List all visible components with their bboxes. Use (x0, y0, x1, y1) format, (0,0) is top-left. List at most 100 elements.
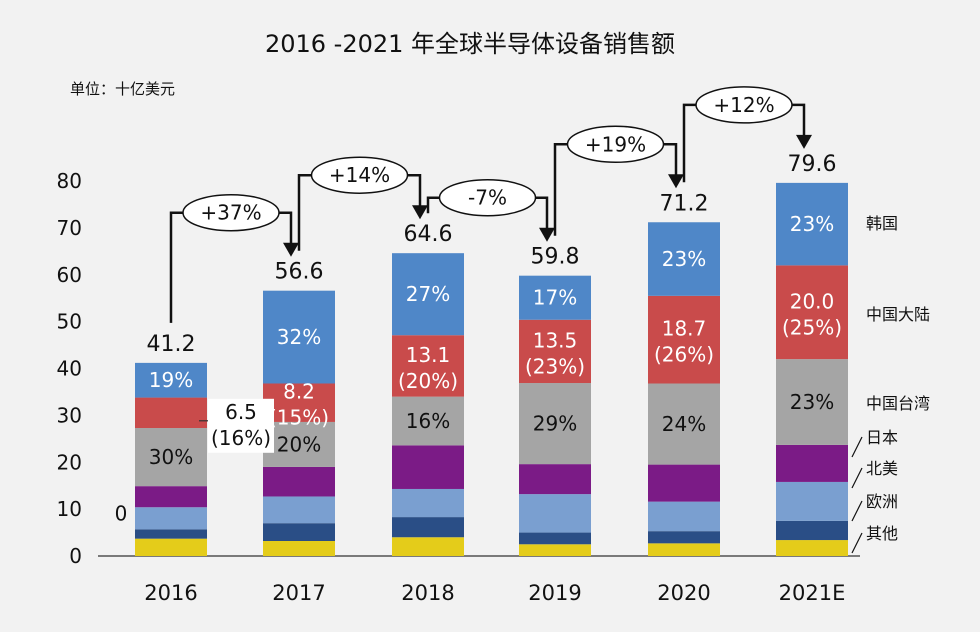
bar-segment (648, 222, 720, 296)
legend-item: 中国台湾 (866, 394, 930, 413)
data-label: 32% (277, 325, 321, 349)
growth-label: +12% (713, 93, 774, 117)
data-label: 8.2 (283, 380, 315, 404)
data-label: 29% (533, 412, 577, 436)
bar-segment (519, 532, 591, 545)
data-label: 17% (533, 286, 577, 310)
data-label: 24% (662, 412, 706, 436)
x-tick-label: 2020 (657, 581, 710, 605)
bar-segment (263, 541, 335, 556)
data-label: (20%) (398, 369, 458, 393)
legend-item: 北美 (866, 459, 898, 478)
growth-badge (566, 125, 665, 163)
bar-segment (776, 444, 848, 482)
bar-segment (135, 529, 207, 539)
x-tick-label: 2017 (272, 581, 325, 605)
bar-segment (519, 494, 591, 533)
bar-segment (135, 538, 207, 556)
data-label: 23% (790, 390, 834, 414)
y-tick-label: 60 (57, 263, 82, 287)
data-label: 23% (662, 247, 706, 271)
growth-arrowhead (539, 227, 555, 242)
data-label: (23%) (525, 354, 585, 378)
growth-arrowhead (283, 242, 299, 257)
growth-arrows: +37% +14% -7% +19% +12% (169, 86, 812, 323)
y-tick-label: 70 (57, 216, 82, 240)
bars (135, 182, 848, 556)
side-value-label: 0 (115, 502, 128, 526)
bar-segment (392, 537, 464, 556)
legend-leader (851, 500, 863, 522)
legend-leader (851, 436, 863, 458)
bar-segment (135, 507, 207, 530)
growth-label: +19% (585, 132, 646, 156)
total-label: 56.6 (275, 260, 324, 285)
bar-segment (648, 531, 720, 544)
bar-segment (519, 319, 591, 384)
growth-badge (182, 193, 280, 232)
bar-segment (648, 501, 720, 532)
x-axis: 2016 2017 2018 2019 2020 2021E (144, 581, 845, 605)
bar-segment (392, 517, 464, 538)
data-label: 19% (149, 368, 193, 392)
bar-segment (135, 486, 207, 508)
growth-label: -7% (468, 186, 507, 210)
callout-share: (16%) (211, 426, 271, 450)
data-label: 30% (149, 445, 193, 469)
growth-badge (695, 86, 793, 124)
total-label: 71.2 (660, 191, 709, 216)
data-label: 23% (790, 212, 834, 236)
data-label: 27% (406, 282, 450, 306)
y-tick-label: 10 (57, 497, 82, 521)
total-label: 59.8 (531, 245, 580, 270)
total-labels: 41.2 56.6 64.6 59.8 71.2 79.6 (147, 152, 837, 357)
x-tick-label: 2018 (401, 581, 454, 605)
bar-segment (263, 523, 335, 541)
y-tick-label: 50 (57, 310, 82, 334)
data-label: 13.5 (533, 328, 578, 352)
unit-label: 单位：十亿美元 (70, 80, 175, 98)
bar-segment (519, 544, 591, 556)
bar-segment (263, 466, 335, 497)
y-tick-label: 40 (57, 357, 82, 381)
bar-segment (519, 464, 591, 495)
bar-segment (519, 275, 591, 320)
bar-segment (648, 464, 720, 502)
bar-segment (263, 496, 335, 524)
total-label: 79.6 (788, 152, 837, 177)
bar-segment (135, 428, 207, 487)
data-label: 20% (277, 432, 321, 456)
bar-segment (263, 290, 335, 384)
bar-segment (648, 383, 720, 465)
x-tick-label: 2016 (144, 581, 197, 605)
legend-item: 欧洲 (866, 492, 898, 511)
bar-segment (135, 362, 207, 398)
bar-segment (648, 295, 720, 384)
chart-title: 2016 -2021 年全球半导体设备销售额 (265, 30, 675, 58)
data-label: 20.0 (790, 289, 835, 313)
y-tick-label: 80 (57, 169, 82, 193)
bar-segment (392, 396, 464, 446)
y-axis: 0 10 20 30 40 50 60 70 80 (57, 169, 860, 568)
legend-item: 其他 (866, 524, 898, 543)
bar-segment (776, 481, 848, 521)
growth-label: +14% (329, 163, 390, 187)
bar-segment (392, 445, 464, 489)
callout-value: 6.5 (225, 400, 257, 424)
x-tick-label: 2019 (528, 581, 581, 605)
total-label: 64.6 (404, 222, 453, 247)
bar-segment (776, 359, 848, 445)
legend-item: 中国大陆 (866, 305, 930, 324)
callout-box (208, 398, 274, 453)
bar-segment (776, 540, 848, 556)
data-label: 16% (406, 409, 450, 433)
bar-segment (776, 182, 848, 266)
bar-segment (776, 520, 848, 541)
data-label: 13.1 (406, 343, 451, 367)
bar-segment (648, 543, 720, 556)
legend-item: 韩国 (866, 214, 898, 233)
x-tick-label: 2021E (779, 581, 846, 605)
bar-segment (392, 335, 464, 397)
y-tick-label: 30 (57, 403, 82, 427)
